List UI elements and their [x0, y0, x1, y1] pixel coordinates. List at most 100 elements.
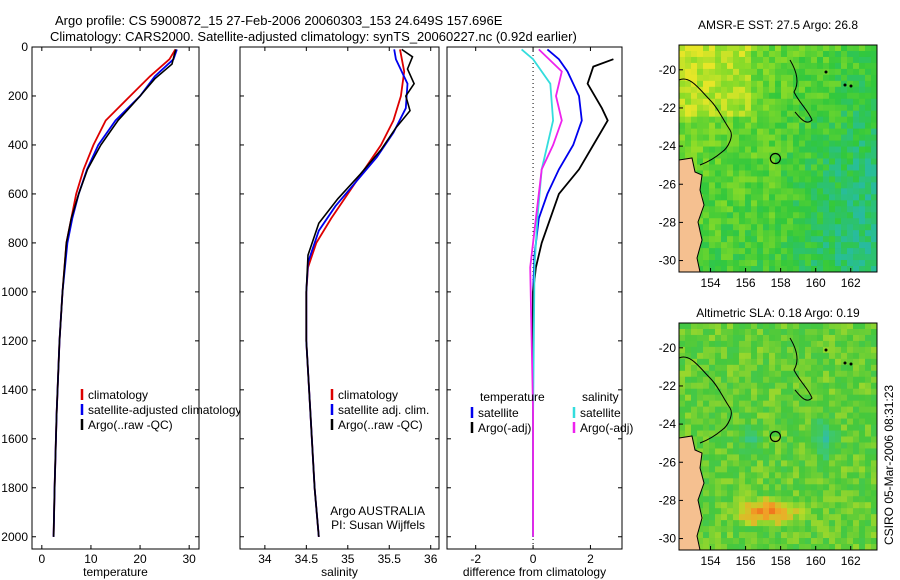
map-cell: [853, 412, 860, 419]
map-cell: [727, 86, 734, 94]
map-cell: [871, 122, 877, 130]
sla-reef-outline-2: [789, 337, 813, 401]
map-cell: [817, 544, 824, 550]
map-cell: [679, 146, 686, 153]
map-cell: [817, 158, 824, 165]
map-cell: [733, 502, 740, 509]
map-cell: [745, 526, 752, 533]
map-cell: [703, 218, 710, 225]
map-cell: [835, 62, 842, 70]
map-cell: [865, 74, 872, 82]
map-cell: [871, 116, 877, 124]
map-cell: [817, 328, 824, 336]
map-cell: [781, 188, 788, 195]
map-cell: [859, 346, 866, 354]
map-cell: [757, 358, 764, 366]
map-cell: [733, 104, 740, 112]
map-cell: [739, 454, 746, 461]
map-cell: [727, 478, 734, 485]
map-cell: [781, 532, 788, 539]
map-cell: [817, 334, 824, 342]
map-cell: [775, 242, 782, 249]
map-cell: [787, 430, 794, 437]
map-cell: [847, 218, 854, 225]
map-cell: [733, 388, 740, 396]
map-cell: [763, 98, 770, 106]
map-cell: [847, 92, 854, 100]
map-cell: [781, 538, 788, 545]
map-cell: [715, 466, 722, 473]
map-cell: [835, 122, 842, 130]
map-cell: [709, 140, 716, 147]
map-cell: [727, 358, 734, 366]
map-cell: [727, 98, 734, 106]
map-cell: [739, 212, 746, 219]
map-cell: [703, 448, 710, 455]
map-cell: [739, 508, 746, 515]
map-cell: [823, 86, 830, 94]
map-cell: [739, 152, 746, 159]
map-cell: [829, 188, 836, 195]
map-cell: [817, 152, 824, 159]
map-cell: [715, 358, 722, 366]
map-cell: [793, 68, 800, 76]
map-cell: [847, 158, 854, 165]
map-cell: [745, 514, 752, 521]
map-cell: [823, 520, 830, 527]
map-cell: [763, 466, 770, 473]
map-cell: [751, 236, 758, 243]
map-cell: [721, 68, 728, 76]
map-cell: [805, 104, 812, 112]
map-cell: [751, 146, 758, 153]
map-cell: [793, 140, 800, 147]
map-cell: [799, 248, 806, 255]
map-cell: [769, 340, 776, 348]
map-cell: [721, 382, 728, 390]
map-cell: [829, 176, 836, 183]
map-cell: [847, 340, 854, 348]
map-cell: [835, 448, 842, 455]
map-cell: [709, 176, 716, 183]
map-cell: [871, 430, 877, 437]
map-cell: [805, 122, 812, 130]
map-cell: [823, 146, 830, 153]
map-cell: [787, 514, 794, 521]
map-cell: [811, 460, 818, 467]
map-cell: [847, 170, 854, 177]
map-cell: [721, 266, 728, 272]
map-cell: [733, 538, 740, 545]
map-cell: [871, 236, 877, 243]
map-cell: [871, 80, 877, 88]
map-cell: [799, 334, 806, 342]
map-cell: [709, 128, 716, 135]
map-cell: [697, 122, 704, 130]
map-cell: [697, 388, 704, 396]
map-cell: [847, 460, 854, 467]
map-cell: [751, 80, 758, 88]
map-cell: [685, 424, 692, 431]
map-cell: [679, 134, 686, 141]
map-cell: [823, 164, 830, 171]
map-cell: [823, 248, 830, 255]
sst-reef-outline-2: [789, 59, 813, 123]
map-cell: [751, 98, 758, 106]
map-cell: [679, 50, 686, 58]
map-cell: [751, 170, 758, 177]
map-cell: [721, 236, 728, 243]
map-cell: [811, 436, 818, 443]
map-cell: [769, 478, 776, 485]
map-cell: [769, 242, 776, 249]
map-cell: [775, 484, 782, 491]
map-cell: [811, 412, 818, 419]
map-cell: [811, 418, 818, 425]
map-cell: [739, 382, 746, 390]
map-cell: [721, 364, 728, 372]
map-cell: [811, 254, 818, 261]
map-cell: [727, 400, 734, 408]
map-cell: [859, 406, 866, 413]
map-cell: [799, 502, 806, 509]
map-cell: [793, 170, 800, 177]
map-cell: [787, 532, 794, 539]
map-cell: [727, 206, 734, 213]
legend-label: Argo(-adj): [580, 421, 633, 435]
